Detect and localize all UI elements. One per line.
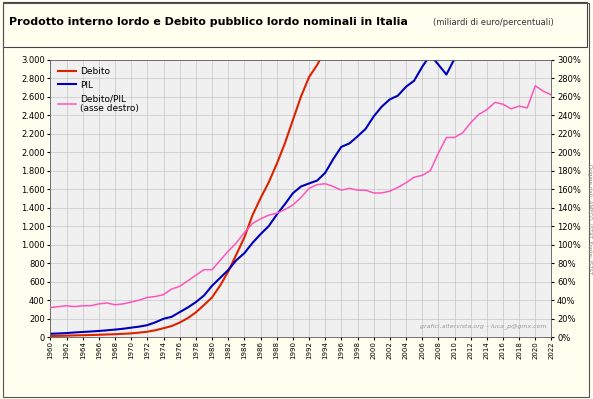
Legend: Debito, PIL, Debito/PIL
(asse destro): Debito, PIL, Debito/PIL (asse destro): [55, 64, 142, 116]
Text: (miliardi di euro/percentuali): (miliardi di euro/percentuali): [433, 18, 554, 27]
Text: Prodotto interno lordo e Debito pubblico lordo nominali in Italia: Prodotto interno lordo e Debito pubblico…: [9, 18, 408, 28]
Text: Origine dati: AMECO, ISTAT. Fonte: ISTAT: Origine dati: AMECO, ISTAT. Fonte: ISTAT: [587, 164, 592, 275]
Text: grafici.altervista.org – luca_p@gmx.com: grafici.altervista.org – luca_p@gmx.com: [420, 323, 547, 329]
